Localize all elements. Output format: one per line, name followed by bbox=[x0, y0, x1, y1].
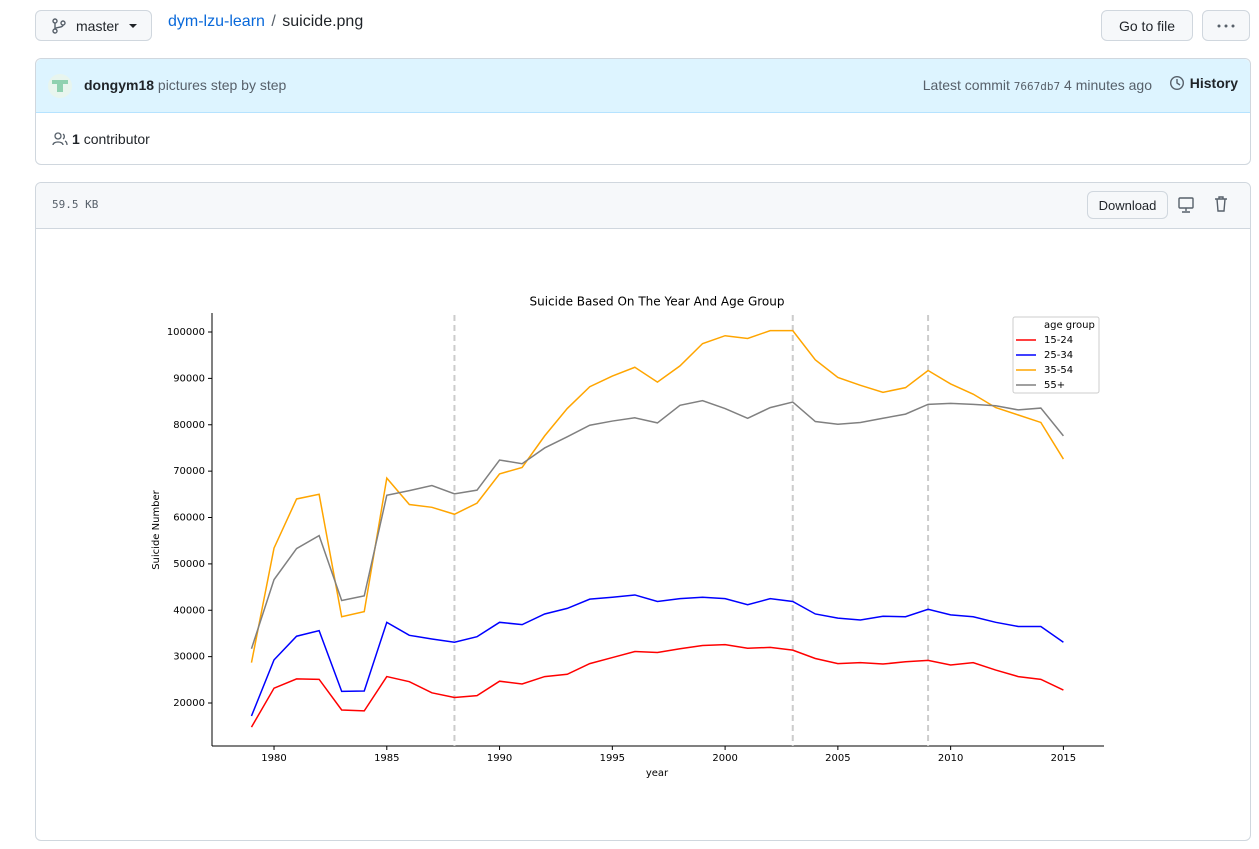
contributors-link[interactable]: 1 contributor bbox=[52, 131, 150, 147]
history-link[interactable]: History bbox=[1169, 75, 1238, 91]
commit-bar bbox=[36, 59, 1250, 113]
x-tick-label: 2015 bbox=[1051, 753, 1076, 764]
y-tick-label: 30000 bbox=[173, 652, 205, 663]
file-header bbox=[36, 183, 1250, 229]
download-button[interactable]: Download bbox=[1087, 191, 1168, 219]
x-tick-label: 2000 bbox=[712, 753, 737, 764]
commit-box: dongym18 pictures step by step Latest co… bbox=[35, 58, 1251, 165]
commit-meta: Latest commit 7667db7 4 minutes ago bbox=[923, 77, 1152, 93]
breadcrumb: dym-lzu-learn / suicide.png bbox=[168, 12, 363, 32]
legend-label: 15-24 bbox=[1044, 335, 1073, 346]
commit-hash[interactable]: 7667db7 bbox=[1013, 80, 1061, 93]
legend-box bbox=[1012, 316, 1100, 394]
latest-commit-label: Latest commit bbox=[922, 77, 1010, 93]
more-button[interactable] bbox=[1202, 10, 1250, 41]
legend-title: age group bbox=[1044, 320, 1095, 331]
author-link[interactable]: dongym18 bbox=[84, 77, 155, 93]
x-tick-label: 2010 bbox=[938, 753, 963, 764]
commit-info: dongym18 pictures step by step bbox=[84, 77, 286, 93]
x-tick-label: 1995 bbox=[600, 753, 625, 764]
history-icon bbox=[1169, 75, 1184, 91]
button-label: Go to file bbox=[1118, 17, 1176, 34]
series-line bbox=[250, 399, 1064, 649]
series-line bbox=[250, 643, 1064, 728]
series-line bbox=[250, 594, 1064, 717]
branch-name: master bbox=[76, 17, 119, 34]
chart: Suicide Based On The Year And Age Group … bbox=[151, 295, 1104, 779]
x-tick-label: 1980 bbox=[261, 753, 286, 764]
caret bbox=[128, 23, 137, 28]
button-label: Download bbox=[1098, 197, 1157, 213]
legend-label: 55+ bbox=[1044, 380, 1065, 391]
display-icon[interactable] bbox=[1177, 196, 1195, 214]
avatar[interactable] bbox=[48, 74, 72, 98]
y-tick-label: 20000 bbox=[173, 698, 205, 709]
x-tick-label: 1985 bbox=[374, 753, 399, 764]
y-tick-label: 80000 bbox=[173, 420, 205, 431]
y-tick-label: 60000 bbox=[173, 513, 205, 524]
contributor-count: 1 bbox=[72, 131, 80, 147]
series-line bbox=[250, 329, 1065, 663]
y-tick-label: 90000 bbox=[173, 373, 205, 384]
separator: / bbox=[271, 13, 276, 30]
y-tick-label: 40000 bbox=[173, 605, 205, 616]
commit-message[interactable]: pictures step by step bbox=[157, 77, 287, 93]
y-axis-label: Suicide Number bbox=[151, 489, 162, 569]
file-box: 59.5 KB Download bbox=[35, 182, 1251, 841]
legend-label: 25-34 bbox=[1044, 350, 1073, 361]
dots-icon bbox=[1217, 24, 1235, 27]
delete-icon[interactable] bbox=[1213, 195, 1229, 213]
history-label: History bbox=[1189, 75, 1238, 91]
repo-link[interactable]: dym-lzu-learn bbox=[168, 13, 265, 30]
file-name: suicide.png bbox=[282, 13, 364, 30]
y-tick-label: 70000 bbox=[173, 466, 205, 477]
go-to-file-button[interactable]: Go to file bbox=[1101, 10, 1193, 41]
branch-icon bbox=[52, 17, 66, 34]
chart-title: Suicide Based On The Year And Age Group bbox=[530, 295, 785, 309]
contributor-label: contributor bbox=[83, 131, 150, 147]
people-icon bbox=[52, 132, 68, 146]
chart-group: Suicide Based On The Year And Age Group … bbox=[151, 295, 1104, 779]
file-size: 59.5 KB bbox=[52, 198, 99, 211]
x-tick-label: 1990 bbox=[487, 753, 512, 764]
commit-time: 4 minutes ago bbox=[1064, 77, 1152, 93]
x-tick-label: 2005 bbox=[825, 753, 850, 764]
branch-button[interactable]: master bbox=[35, 10, 152, 41]
y-tick-label: 50000 bbox=[173, 559, 205, 570]
legend-label: 35-54 bbox=[1044, 365, 1073, 376]
x-axis-label: year bbox=[646, 768, 669, 779]
y-tick-label: 100000 bbox=[167, 327, 205, 338]
